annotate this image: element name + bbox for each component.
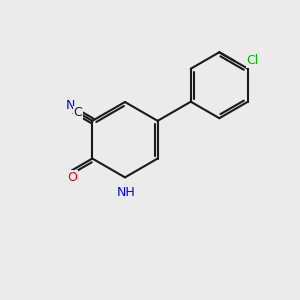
Text: Cl: Cl	[246, 54, 259, 67]
Text: N: N	[65, 99, 75, 112]
Text: C: C	[74, 106, 82, 119]
Text: O: O	[67, 171, 77, 184]
Text: NH: NH	[117, 186, 136, 199]
